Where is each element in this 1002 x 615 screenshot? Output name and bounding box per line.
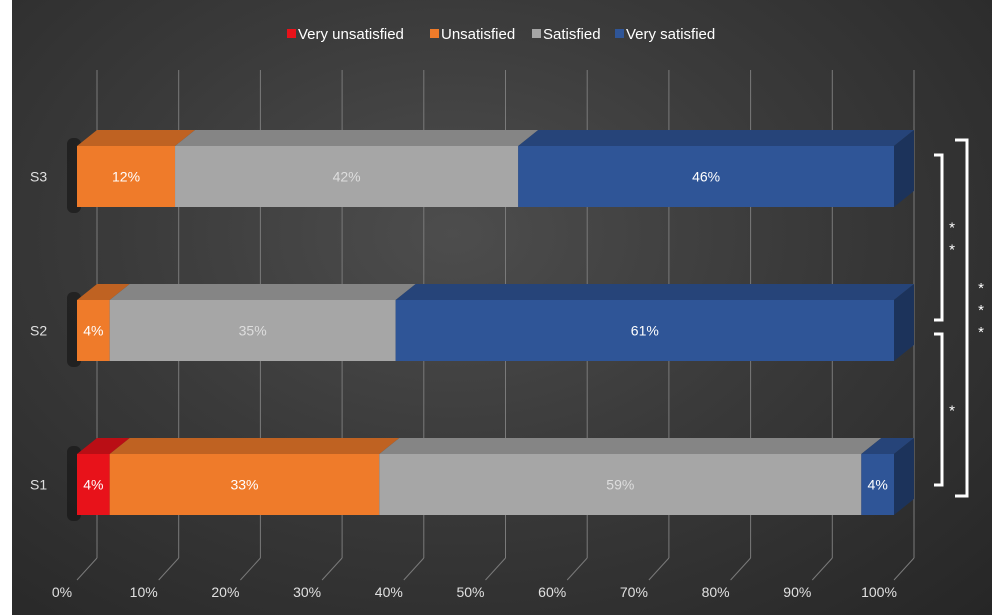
bars: S1 4% 33% 59% 4% S2 4% 35% 61% S3 12% 42% 46% bbox=[30, 130, 914, 521]
x-tick-label: 50% bbox=[456, 584, 484, 600]
bar-top-face bbox=[379, 438, 882, 454]
gridline-floor bbox=[403, 557, 425, 581]
data-label: 61% bbox=[631, 323, 659, 339]
gridline-floor bbox=[566, 557, 588, 581]
y-category-label: S2 bbox=[30, 323, 47, 339]
y-category-label: S1 bbox=[30, 477, 47, 493]
legend-label: Satisfied bbox=[543, 26, 601, 43]
significance-mark: * bbox=[978, 280, 984, 297]
chart-area: 0% 10% 20% 30% 40% 50% 60% 70% 80% 90% 100% Very un… bbox=[12, 0, 992, 615]
x-tick-label: 100% bbox=[861, 584, 897, 600]
gridline-floor bbox=[730, 557, 751, 581]
x-tick-label: 80% bbox=[702, 584, 730, 600]
x-tick-label: 40% bbox=[375, 584, 403, 600]
legend-label: Very unsatisfied bbox=[298, 26, 404, 43]
x-tick-label: 60% bbox=[538, 584, 566, 600]
bar-segment bbox=[109, 454, 380, 515]
significance-mark: * bbox=[949, 220, 955, 237]
data-label: 4% bbox=[83, 477, 103, 493]
bar-top-face bbox=[77, 130, 196, 146]
bar-segment bbox=[77, 146, 176, 207]
bar-top-face bbox=[77, 438, 130, 454]
bracket-outer bbox=[955, 138, 969, 498]
bar-top-face bbox=[861, 438, 914, 454]
data-label: 59% bbox=[606, 477, 634, 493]
bar-segment bbox=[77, 454, 110, 515]
bar-top-face bbox=[109, 438, 400, 454]
x-tick-label: 20% bbox=[211, 584, 239, 600]
bar-side-face bbox=[894, 438, 914, 515]
legend-swatch bbox=[430, 29, 439, 38]
bar-side-face bbox=[894, 130, 914, 207]
gridline-floor bbox=[811, 557, 833, 581]
data-label: 42% bbox=[333, 169, 361, 185]
significance-mark: * bbox=[978, 324, 984, 341]
bar-segment bbox=[77, 300, 110, 361]
bar-top-face bbox=[518, 130, 914, 146]
data-label: 4% bbox=[83, 323, 103, 339]
significance-brackets: * * * * * * bbox=[934, 138, 984, 498]
significance-mark: * bbox=[978, 302, 984, 319]
gridline-floor bbox=[158, 557, 180, 581]
bar-top-face bbox=[109, 284, 416, 300]
bar-segment bbox=[379, 454, 862, 515]
bar-segment bbox=[518, 146, 894, 207]
x-tick-label: 90% bbox=[783, 584, 811, 600]
gridline-floor bbox=[485, 557, 506, 581]
data-label: 12% bbox=[112, 169, 140, 185]
data-label: 4% bbox=[868, 477, 888, 493]
bar-segment bbox=[109, 300, 396, 361]
gridline-floor bbox=[321, 557, 343, 581]
chart-svg: 0% 10% 20% 30% 40% 50% 60% 70% 80% 90% 100% Very un… bbox=[30, 26, 984, 600]
data-label: 35% bbox=[239, 323, 267, 339]
gridline-floor bbox=[76, 557, 98, 581]
x-tick-label: 0% bbox=[52, 584, 72, 600]
data-label: 33% bbox=[230, 477, 258, 493]
x-axis-ticks: 0% 10% 20% 30% 40% 50% 60% 70% 80% 90% 100% bbox=[52, 584, 897, 600]
legend-swatch bbox=[532, 29, 541, 38]
gridline-floor bbox=[893, 557, 915, 581]
significance-mark: * bbox=[949, 403, 955, 420]
bar-top-face bbox=[175, 130, 539, 146]
gridline-floor bbox=[240, 557, 261, 581]
legend-swatch bbox=[287, 29, 296, 38]
legend-swatch bbox=[615, 29, 624, 38]
bar-segment bbox=[175, 146, 519, 207]
legend-label: Unsatisfied bbox=[441, 26, 515, 43]
bracket-inner bbox=[934, 332, 944, 487]
bar-top-face bbox=[77, 284, 130, 300]
bar-segment bbox=[395, 300, 894, 361]
bar-side-face bbox=[894, 284, 914, 361]
x-tick-label: 70% bbox=[620, 584, 648, 600]
x-tick-label: 30% bbox=[293, 584, 321, 600]
legend-label: Very satisfied bbox=[626, 26, 715, 43]
bracket-inner bbox=[934, 153, 944, 322]
y-category-label: S3 bbox=[30, 169, 47, 185]
x-tick-label: 10% bbox=[130, 584, 158, 600]
bar-top-face bbox=[395, 284, 914, 300]
legend: Very unsatisfied Unsatisfied Satisfied Very… bbox=[287, 26, 715, 43]
data-label: 46% bbox=[692, 169, 720, 185]
gridline-floor bbox=[648, 557, 670, 581]
significance-mark: * bbox=[949, 242, 955, 259]
bar-segment bbox=[861, 454, 894, 515]
